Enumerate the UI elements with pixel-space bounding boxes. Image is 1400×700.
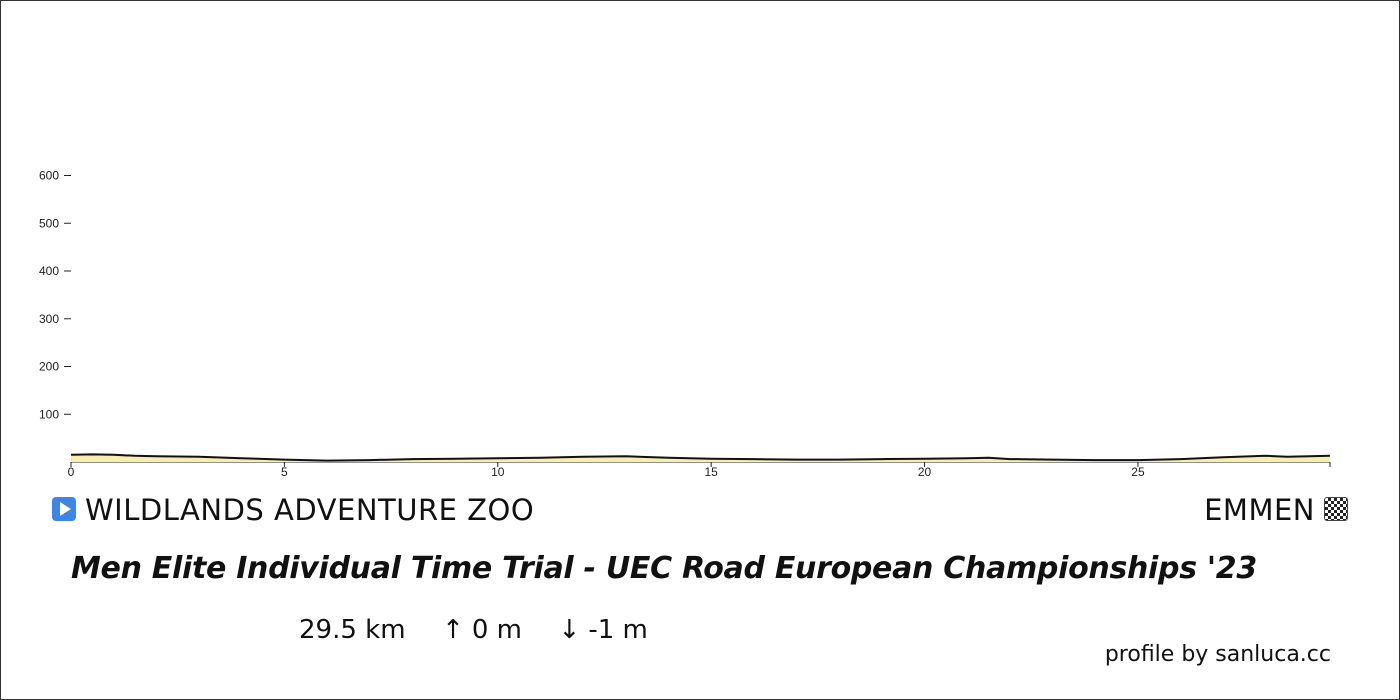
- descent-value: -1 m: [588, 615, 648, 645]
- distance-value: 29.5 km: [299, 615, 406, 645]
- checkered-flag-icon: [1324, 497, 1348, 521]
- ascent-arrow-icon: ↑: [442, 615, 464, 645]
- play-icon: [52, 497, 76, 521]
- x-tick-label: 15: [704, 465, 718, 479]
- x-tick-label: 25: [1131, 465, 1145, 479]
- y-tick-label: 500: [39, 216, 59, 230]
- x-axis: 0 5 10 15 20 25: [68, 461, 1331, 479]
- x-tick-label: 5: [281, 465, 288, 479]
- credit-text: profile by sanluca.cc: [1104, 642, 1331, 667]
- y-tick-label: 600: [39, 169, 59, 183]
- elevation-line: [70, 453, 1331, 462]
- descent-arrow-icon: ↓: [558, 615, 581, 645]
- y-axis: 100 200 300 400 500 600: [39, 169, 71, 421]
- elevation-chart: 100 200 300 400 500 600 0 5 10 15 20 25: [39, 169, 1331, 479]
- x-tick-label: 0: [68, 465, 75, 479]
- race-title: Men Elite Individual Time Trial - UEC Ro…: [71, 551, 1257, 586]
- finish-location: EMMEN: [1204, 493, 1315, 527]
- x-tick-label: 10: [491, 465, 505, 479]
- start-location: WILDLANDS ADVENTURE ZOO: [85, 493, 535, 527]
- y-tick-label: 300: [39, 312, 59, 326]
- ascent-value: 0 m: [471, 615, 523, 645]
- x-tick-label: 20: [918, 465, 932, 479]
- y-tick-label: 100: [39, 407, 59, 421]
- stats-row: 29.5 km ↑ 0 m ↓ -1 m: [299, 615, 648, 645]
- y-tick-label: 200: [39, 360, 59, 374]
- y-tick-label: 400: [39, 264, 59, 278]
